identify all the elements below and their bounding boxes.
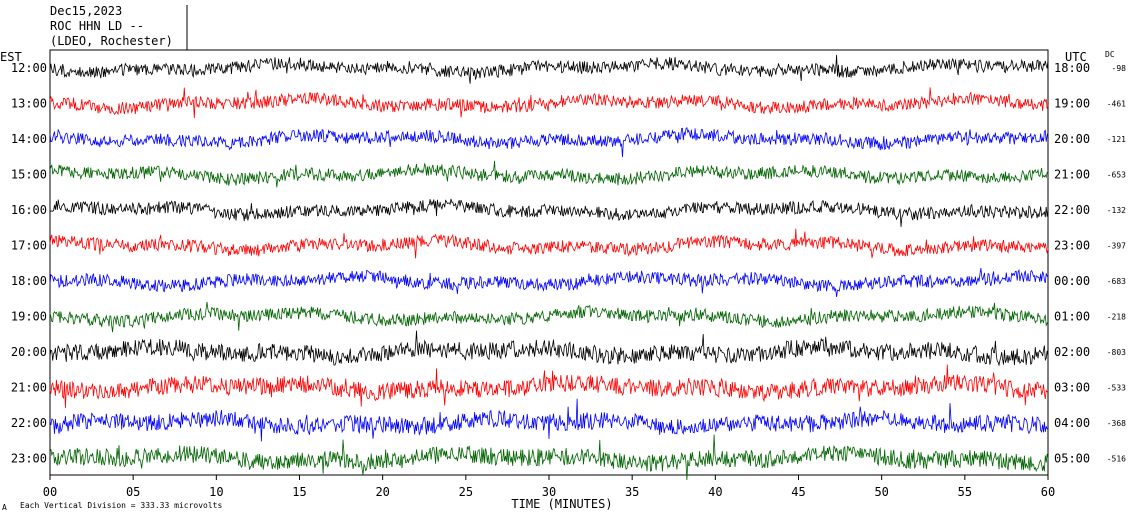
- x-tick-label: 15: [292, 485, 306, 499]
- trace-hour-15:00: [49, 160, 1049, 188]
- trace-hour-18:00: [49, 267, 1049, 298]
- trace-hour-19:00: [49, 301, 1049, 333]
- utc-hour-label: 23:00: [1054, 239, 1090, 253]
- dc-axis-label: DC: [1105, 50, 1115, 59]
- est-hour-label: 19:00: [11, 310, 47, 324]
- trace-hour-22:00: [49, 398, 1049, 442]
- dc-offset-value: -368: [1107, 419, 1126, 428]
- trace-hour-13:00: [49, 87, 1049, 119]
- x-tick-label: 35: [625, 485, 639, 499]
- est-hour-label: 20:00: [11, 345, 47, 359]
- est-hour-label: 18:00: [11, 274, 47, 288]
- dc-offset-value: -121: [1107, 135, 1126, 144]
- trace-hour-17:00: [49, 228, 1049, 259]
- est-hour-label: 14:00: [11, 132, 47, 146]
- x-tick-label: 40: [708, 485, 722, 499]
- utc-hour-label: 22:00: [1054, 203, 1090, 217]
- dc-offset-value: -132: [1107, 206, 1126, 215]
- est-hour-label: 16:00: [11, 203, 47, 217]
- trace-hour-20:00: [49, 330, 1049, 367]
- x-axis-title: TIME (MINUTES): [511, 497, 612, 511]
- dc-offset-value: -397: [1107, 242, 1126, 251]
- est-hour-label: 15:00: [11, 168, 47, 182]
- footer-mark: A: [2, 503, 7, 512]
- plot-frame: [49, 49, 1049, 476]
- utc-axis-label: UTC: [1065, 50, 1087, 64]
- est-hour-label: 21:00: [11, 381, 47, 395]
- dc-offset-value: -683: [1107, 277, 1126, 286]
- utc-hour-label: 03:00: [1054, 381, 1090, 395]
- utc-hour-label: 20:00: [1054, 132, 1090, 146]
- trace-hour-14:00: [49, 127, 1049, 158]
- utc-hour-label: 18:00: [1054, 61, 1090, 75]
- dc-offset-value: -516: [1107, 455, 1126, 464]
- utc-hour-label: 01:00: [1054, 310, 1090, 324]
- station-location: (LDEO, Rochester): [50, 34, 173, 48]
- dc-offset-value: -98: [1112, 64, 1127, 73]
- x-tick-label: 10: [209, 485, 223, 499]
- trace-hour-21:00: [49, 364, 1049, 409]
- scale-note: Each Vertical Division = 333.33 microvol…: [20, 501, 222, 510]
- est-hour-label: 17:00: [11, 239, 47, 253]
- x-tick-label: 25: [459, 485, 473, 499]
- x-tick-label: 50: [874, 485, 888, 499]
- x-tick-label: 55: [958, 485, 972, 499]
- chart-date: Dec15,2023: [50, 4, 123, 18]
- x-tick-label: 20: [375, 485, 389, 499]
- utc-hour-label: 04:00: [1054, 416, 1090, 430]
- trace-hour-16:00: [49, 198, 1049, 227]
- trace-hour-23:00: [49, 434, 1049, 481]
- est-hour-label: 13:00: [11, 97, 47, 111]
- dc-offset-value: -803: [1107, 348, 1126, 357]
- dc-offset-value: -218: [1107, 313, 1126, 322]
- utc-hour-label: 02:00: [1054, 345, 1090, 359]
- x-tick-label: 00: [43, 485, 57, 499]
- x-tick-label: 30: [542, 485, 556, 499]
- dc-offset-value: -461: [1107, 100, 1126, 109]
- est-axis-label: EST: [0, 50, 22, 64]
- x-tick-label: 05: [126, 485, 140, 499]
- axes-group: 00 05 10 15 20 25 30 35 40 45 50 55 60 12:00 18:00 -98 1…: [11, 61, 1126, 499]
- dc-offset-value: -653: [1107, 171, 1126, 180]
- est-hour-label: 23:00: [11, 452, 47, 466]
- est-hour-label: 12:00: [11, 61, 47, 75]
- station-code: ROC HHN LD --: [50, 19, 144, 33]
- utc-hour-label: 05:00: [1054, 452, 1090, 466]
- est-hour-label: 22:00: [11, 416, 47, 430]
- dc-offset-value: -533: [1107, 384, 1126, 393]
- utc-hour-label: 00:00: [1054, 274, 1090, 288]
- x-tick-label: 60: [1041, 485, 1055, 499]
- x-tick-label: 45: [791, 485, 805, 499]
- trace-hour-12:00: [49, 54, 1049, 84]
- traces-group: [49, 54, 1049, 481]
- utc-hour-label: 21:00: [1054, 168, 1090, 182]
- utc-hour-label: 19:00: [1054, 97, 1090, 111]
